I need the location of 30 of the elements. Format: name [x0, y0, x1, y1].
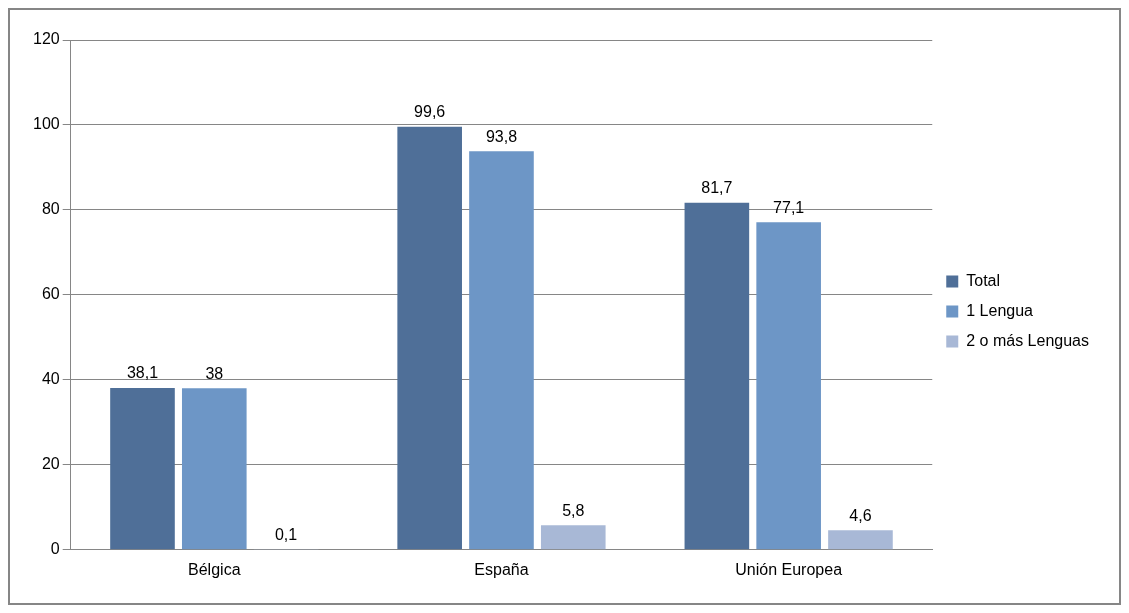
data-label: 99,6: [414, 103, 446, 121]
data-label: 4,6: [849, 506, 872, 524]
bar: [110, 387, 175, 550]
y-tick-label: 80: [41, 200, 60, 218]
bar: [397, 126, 462, 550]
x-tick-label: España: [474, 560, 529, 578]
y-tick-label: 20: [41, 455, 60, 473]
data-label: 93,8: [485, 127, 518, 145]
y-tick-label: 0: [50, 540, 60, 558]
legend-label: Total: [966, 271, 1001, 289]
y-tick-label: 60: [41, 285, 60, 303]
bar: [684, 202, 750, 550]
bar: [756, 222, 821, 550]
x-tick-label: Bélgica: [188, 560, 241, 578]
legend-label: 2 o más Lenguas: [966, 331, 1089, 349]
y-tick-label: 100: [32, 115, 60, 133]
data-label: 5,8: [562, 501, 585, 519]
y-tick-label: 120: [32, 30, 60, 48]
bar: [540, 525, 606, 550]
bar: [828, 530, 893, 550]
data-label: 0,1: [274, 525, 298, 543]
legend-label: 1 Lengua: [966, 301, 1034, 319]
data-label: 77,1: [773, 198, 805, 216]
x-tick-label: Unión Europea: [735, 560, 843, 578]
bar: [469, 151, 534, 550]
data-label: 38: [205, 364, 224, 382]
bar: [181, 388, 247, 550]
y-tick-label: 40: [41, 370, 60, 388]
data-label: 38,1: [126, 364, 159, 382]
data-label: 81,7: [701, 179, 733, 197]
